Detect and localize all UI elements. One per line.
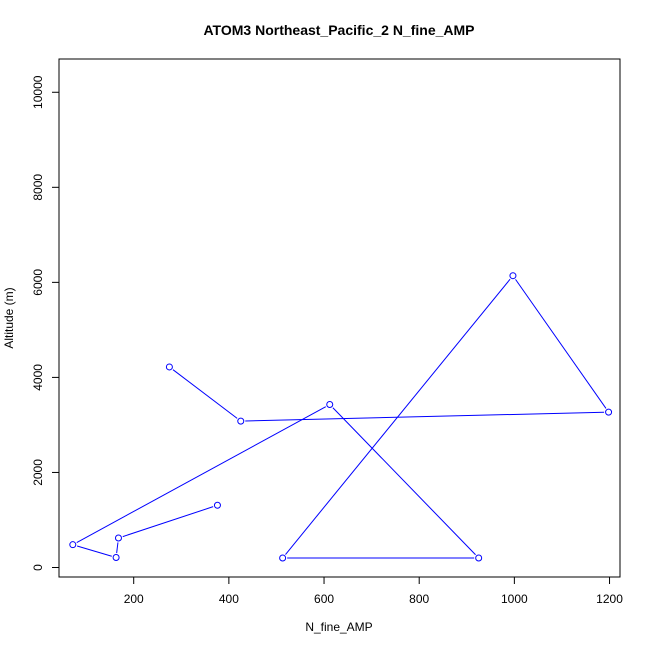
- series-segment: [122, 506, 214, 538]
- data-point: [165, 363, 173, 371]
- x-tick-label: 200: [124, 592, 144, 606]
- y-tick-label: 10000: [31, 75, 45, 109]
- x-tick-label: 1200: [596, 592, 623, 606]
- data-point: [326, 400, 334, 408]
- series-segment: [245, 411, 605, 422]
- y-tick-label: 4000: [31, 364, 45, 391]
- series-segment: [285, 278, 511, 555]
- series-segment: [76, 406, 327, 543]
- series-segment: [332, 407, 476, 556]
- data-point: [237, 417, 245, 425]
- data-point: [509, 272, 517, 280]
- plot-frame: [58, 58, 621, 578]
- y-tick-label: 8000: [31, 174, 45, 201]
- y-axis: 0 2000 4000 6000 8000 10000: [31, 75, 60, 571]
- y-tick-label: 2000: [31, 459, 45, 486]
- data-point: [605, 408, 613, 416]
- y-tick-label: 0: [31, 564, 45, 571]
- y-axis-label: Altitude (m): [2, 287, 16, 348]
- series-layer: [69, 272, 613, 562]
- chart-title: ATOM3 Northeast_Pacific_2 N_fine_AMP: [203, 22, 474, 38]
- x-tick-label: 400: [219, 592, 239, 606]
- series-segment: [76, 545, 112, 557]
- series-segment: [172, 369, 238, 419]
- series-segment: [116, 542, 119, 554]
- x-axis-label: N_fine_AMP: [305, 620, 372, 634]
- x-tick-label: 800: [409, 592, 429, 606]
- data-point: [475, 554, 483, 562]
- data-point: [213, 501, 221, 509]
- x-axis: 200 400 600 800 1000 1200: [124, 576, 623, 606]
- x-tick-label: 1000: [501, 592, 528, 606]
- x-tick-label: 600: [314, 592, 334, 606]
- data-point: [112, 554, 120, 562]
- data-point: [69, 541, 77, 549]
- y-tick-label: 6000: [31, 269, 45, 296]
- data-point: [279, 554, 287, 562]
- data-point: [114, 534, 122, 542]
- series-segment: [515, 279, 607, 409]
